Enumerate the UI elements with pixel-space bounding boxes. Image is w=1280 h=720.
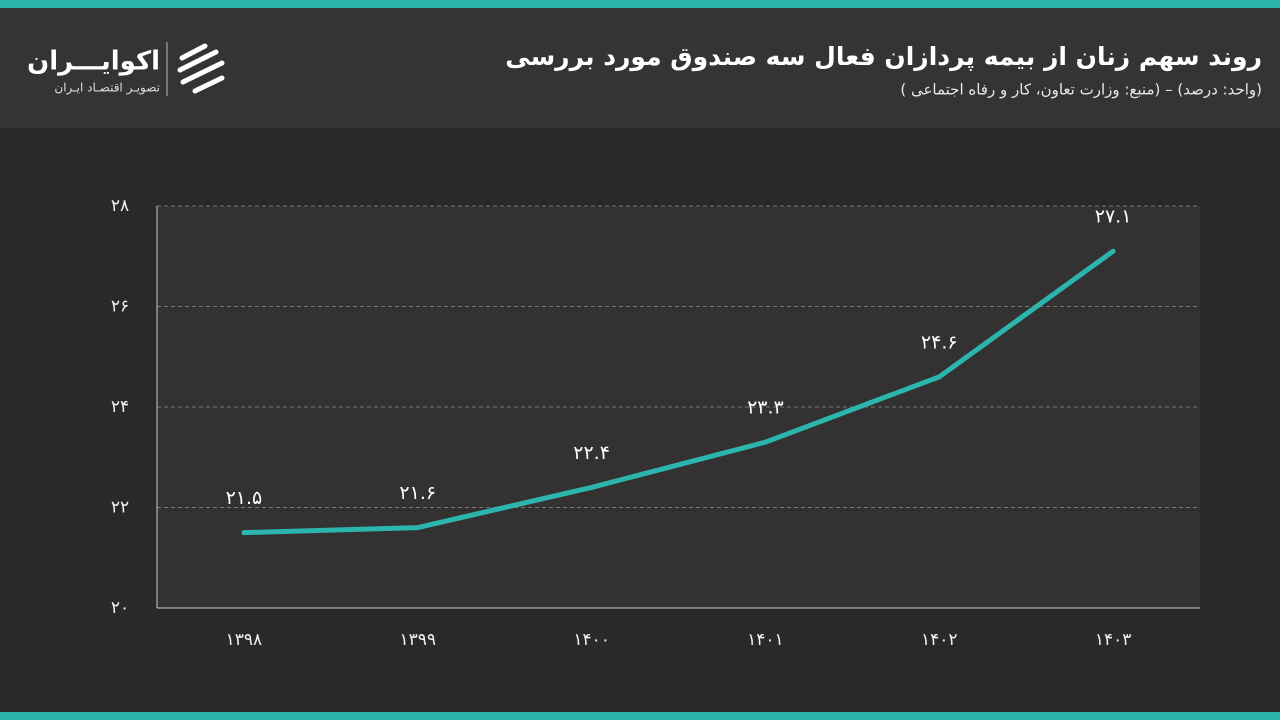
data-label: ۲۱.۵	[226, 487, 263, 509]
logo-icon	[177, 43, 225, 94]
data-label: ۲۴.۶	[921, 331, 958, 353]
line	[241, 248, 1116, 536]
x-tick-label: ۱۴۰۰	[573, 630, 610, 650]
chart-title: روند سهم زنان از بیمه پردازان فعال سه صن…	[505, 42, 1262, 72]
bottom-strip	[0, 712, 1280, 720]
y-tick-label: ۲۰	[111, 598, 129, 618]
y-tick-label: ۲۶	[111, 297, 129, 317]
data-label: ۲۲.۴	[573, 442, 610, 464]
logo-name: اکوایـــران	[27, 47, 160, 77]
logo-tagline: تصویـر اقتصـاد ایـران	[54, 81, 160, 96]
data-label: ۲۳.۳	[747, 397, 784, 419]
x-tick-label: ۱۳۹۸	[226, 630, 263, 650]
data-label: ۲۷.۱	[1095, 206, 1132, 228]
y-tick-label: ۲۲	[111, 498, 129, 518]
y-tick-label: ۲۸	[111, 196, 129, 216]
y-tick-label: ۲۴	[111, 397, 129, 417]
chart-subtitle: (واحد: درصد) – (منبع: وزارت تعاون، کار و…	[900, 81, 1262, 99]
data-label: ۲۱.۶	[399, 482, 436, 504]
header	[0, 0, 1280, 128]
x-tick-label: ۱۴۰۳	[1095, 630, 1132, 650]
x-tick-label: ۱۳۹۹	[399, 630, 436, 650]
x-tick-label: ۱۴۰۲	[921, 630, 958, 650]
top-strip	[0, 0, 1280, 8]
x-tick-label: ۱۴۰۱	[747, 630, 784, 650]
